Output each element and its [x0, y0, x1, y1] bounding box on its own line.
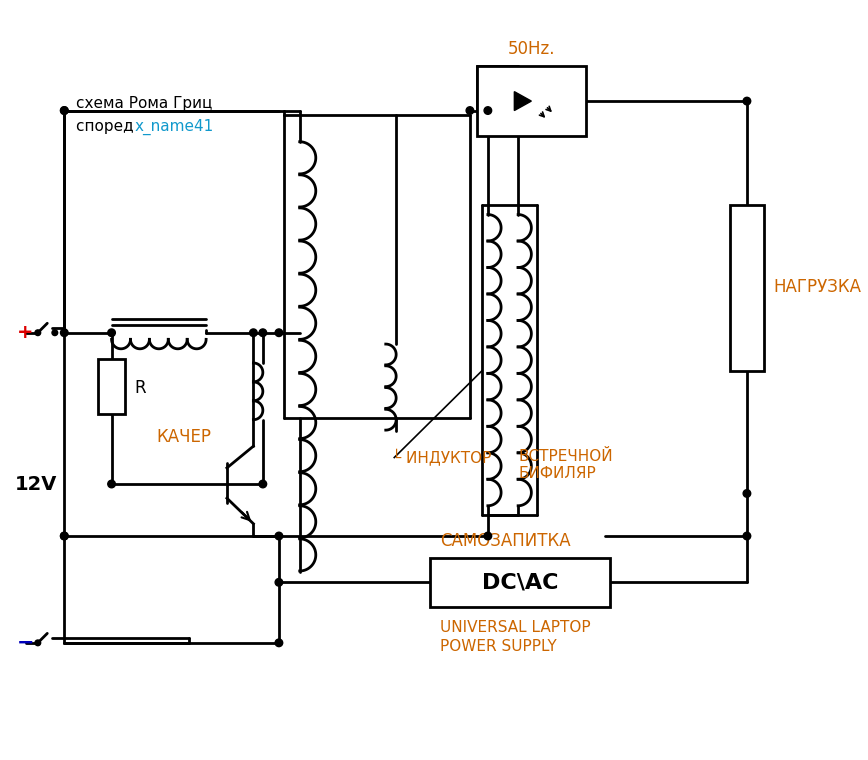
- Text: x_name41: x_name41: [135, 119, 214, 135]
- Circle shape: [35, 330, 41, 336]
- Circle shape: [275, 532, 283, 540]
- Circle shape: [35, 640, 41, 646]
- Circle shape: [259, 480, 266, 488]
- Circle shape: [743, 489, 751, 497]
- Text: ВСТРЕЧНОЙ
БИФИЛЯР: ВСТРЕЧНОЙ БИФИЛЯР: [518, 449, 613, 481]
- Text: +: +: [17, 323, 34, 342]
- Text: НАГРУЗКА: НАГРУЗКА: [773, 278, 861, 296]
- Text: DC\AC: DC\AC: [482, 572, 558, 592]
- Text: 12V: 12V: [15, 474, 57, 493]
- Text: КАЧЕР: КАЧЕР: [157, 428, 212, 445]
- Circle shape: [250, 329, 257, 337]
- Circle shape: [108, 329, 115, 337]
- Text: −: −: [16, 633, 34, 653]
- Circle shape: [275, 329, 283, 337]
- Text: САМОЗАПИТКА: САМОЗАПИТКА: [440, 532, 570, 549]
- Circle shape: [61, 106, 68, 114]
- Circle shape: [61, 532, 68, 540]
- Text: според: според: [76, 119, 138, 134]
- Circle shape: [61, 329, 68, 337]
- Bar: [477, 66, 586, 136]
- Text: R: R: [135, 378, 146, 397]
- Circle shape: [275, 578, 283, 586]
- Circle shape: [259, 329, 266, 337]
- Circle shape: [743, 97, 751, 105]
- Text: └ ИНДУКТОР: └ ИНДУКТОР: [392, 449, 492, 466]
- Circle shape: [466, 106, 474, 114]
- Circle shape: [61, 106, 68, 114]
- Circle shape: [743, 532, 751, 540]
- Text: 50Hz.: 50Hz.: [508, 40, 556, 58]
- Circle shape: [275, 639, 283, 647]
- Text: UNIVERSAL LAPTOP: UNIVERSAL LAPTOP: [440, 620, 590, 635]
- Bar: [98, 359, 125, 414]
- Circle shape: [61, 532, 68, 540]
- Polygon shape: [515, 92, 531, 110]
- Circle shape: [484, 106, 491, 114]
- Circle shape: [108, 480, 115, 488]
- Bar: [730, 205, 764, 371]
- Circle shape: [52, 330, 57, 336]
- Circle shape: [484, 532, 491, 540]
- Text: схема Рома Гриц: схема Рома Гриц: [76, 97, 212, 112]
- Text: POWER SUPPLY: POWER SUPPLY: [440, 639, 556, 654]
- Bar: [431, 558, 610, 607]
